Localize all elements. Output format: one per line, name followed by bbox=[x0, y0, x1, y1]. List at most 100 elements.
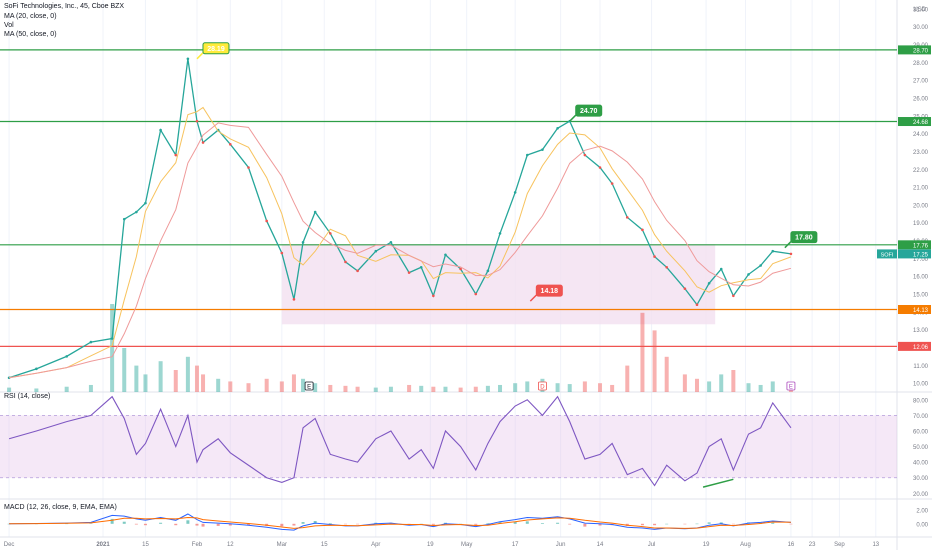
time-axis-tick: Jul bbox=[648, 542, 656, 548]
macd-histogram-bar bbox=[556, 522, 560, 524]
price-point bbox=[683, 287, 687, 290]
rsi-axis-tick: 40.00 bbox=[913, 461, 929, 467]
macd-histogram-bar bbox=[356, 523, 360, 525]
volume-bar bbox=[7, 387, 12, 392]
price-point bbox=[432, 294, 435, 298]
price-point bbox=[732, 294, 735, 298]
price-point bbox=[159, 128, 162, 132]
time-axis-tick: May bbox=[461, 542, 472, 548]
time-axis-tick: 12 bbox=[227, 542, 234, 548]
currency-label: USD bbox=[913, 7, 926, 13]
volume-bar bbox=[555, 383, 560, 392]
level-axis-badge bbox=[898, 117, 931, 127]
volume-bar bbox=[313, 383, 318, 392]
callout-pointer bbox=[569, 114, 577, 122]
macd-histogram-bar bbox=[110, 518, 114, 524]
volume-bar bbox=[355, 386, 360, 392]
macd-histogram-bar bbox=[771, 522, 775, 524]
macd-histogram-bar bbox=[525, 521, 529, 524]
macd-signal-line bbox=[9, 516, 791, 529]
volume-bar bbox=[122, 348, 127, 392]
volume-bar bbox=[652, 330, 657, 392]
price-point bbox=[541, 148, 544, 151]
last-price-badge bbox=[898, 249, 931, 259]
volume-bar bbox=[682, 374, 687, 392]
price-point bbox=[229, 143, 232, 146]
macd-histogram-bar bbox=[486, 523, 490, 524]
event-marker-label: E bbox=[789, 385, 793, 391]
volume-bar bbox=[567, 384, 572, 392]
volume-bar bbox=[431, 386, 436, 392]
time-axis-tick: 15 bbox=[321, 542, 328, 548]
price-point bbox=[186, 57, 190, 61]
volume-bar bbox=[598, 383, 603, 392]
rsi-axis-tick: 30.00 bbox=[913, 476, 929, 482]
volume-bar bbox=[301, 378, 306, 392]
ma20-legend[interactable]: MA (20, close, 0) bbox=[4, 13, 57, 20]
symbol-label: SOFI bbox=[881, 252, 894, 258]
price-axis-tick: 11.00 bbox=[913, 364, 928, 370]
volume-bar bbox=[110, 304, 115, 392]
volume-bar bbox=[485, 385, 490, 392]
callout-box bbox=[535, 284, 563, 297]
macd-histogram-bar bbox=[246, 523, 250, 526]
volume-bar bbox=[758, 384, 763, 392]
price-point bbox=[598, 166, 602, 169]
callout-pointer bbox=[529, 294, 537, 302]
volume-bar bbox=[719, 374, 724, 392]
volume-legend[interactable]: Vol bbox=[4, 22, 14, 29]
price-point bbox=[583, 153, 587, 157]
price-point bbox=[144, 201, 147, 205]
volume-bar bbox=[143, 374, 148, 392]
macd-histogram-bar bbox=[719, 522, 723, 524]
price-point bbox=[280, 251, 284, 255]
level-axis-badge bbox=[898, 240, 931, 250]
price-point bbox=[513, 191, 517, 194]
price-point bbox=[419, 265, 423, 269]
time-axis-tick: Dec bbox=[4, 542, 15, 548]
macd-legend[interactable]: MACD (12, 26, close, 9, EMA, EMA) bbox=[4, 504, 117, 511]
rsi-legend[interactable]: RSI (14, close) bbox=[4, 393, 51, 400]
price-point bbox=[389, 241, 393, 244]
price-point bbox=[641, 228, 644, 232]
callout-box bbox=[202, 42, 230, 55]
volume-bar bbox=[373, 387, 378, 392]
macd-histogram-bar bbox=[695, 523, 699, 525]
volume-bar bbox=[246, 383, 251, 392]
volume-bar bbox=[707, 381, 712, 392]
price-point bbox=[292, 298, 296, 301]
volume-bar bbox=[770, 381, 775, 392]
macd-histogram-bar bbox=[513, 521, 517, 524]
macd-histogram-bar bbox=[89, 523, 93, 524]
time-axis-tick: 19 bbox=[427, 542, 434, 548]
volume-bar bbox=[746, 383, 751, 392]
macd-histogram-bar bbox=[7, 523, 11, 525]
price-point bbox=[135, 210, 138, 214]
level-axis-label: 17.76 bbox=[913, 243, 929, 249]
volume-bar bbox=[228, 381, 233, 392]
ma50-line bbox=[9, 122, 792, 379]
volume-bar bbox=[443, 386, 448, 392]
volume-bar bbox=[473, 386, 478, 392]
time-axis-tick: Mar bbox=[277, 542, 287, 548]
price-point bbox=[89, 340, 93, 344]
time-axis-tick: Jun bbox=[556, 542, 566, 548]
volume-bar bbox=[291, 374, 296, 392]
macd-histogram-bar bbox=[789, 523, 793, 525]
ma50-legend[interactable]: MA (50, close, 0) bbox=[4, 31, 57, 38]
price-axis-tick: 10.00 bbox=[913, 382, 929, 388]
macd-histogram-bar bbox=[65, 523, 69, 525]
time-axis-tick: Apr bbox=[371, 542, 380, 548]
callout-label: 14.18 bbox=[541, 288, 559, 295]
price-axis-tick: 28.00 bbox=[913, 61, 929, 67]
time-axis-tick: 13 bbox=[872, 542, 879, 548]
price-point bbox=[610, 182, 614, 185]
price-point bbox=[201, 141, 205, 144]
macd-histogram-bar bbox=[683, 523, 687, 525]
price-point bbox=[556, 126, 559, 130]
volume-bar bbox=[513, 383, 518, 392]
level-axis-badge bbox=[898, 45, 931, 55]
price-point bbox=[747, 273, 750, 276]
